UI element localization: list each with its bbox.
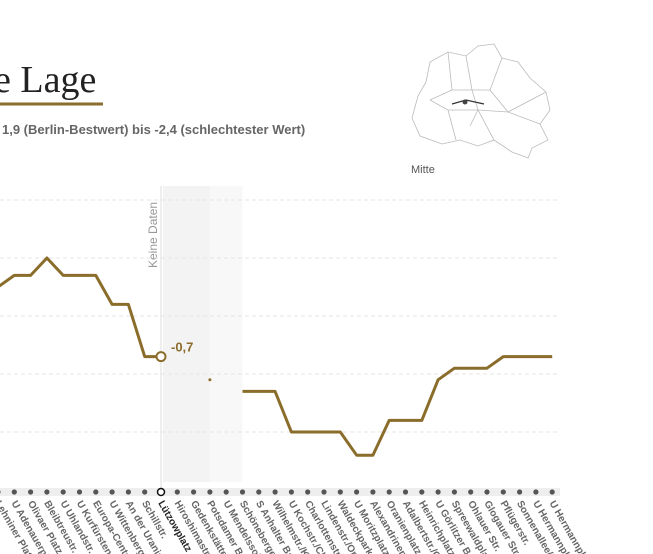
data-line (0, 256, 553, 457)
category-dot[interactable] (386, 489, 392, 495)
category-dot[interactable] (500, 489, 506, 495)
category-dot[interactable] (337, 489, 343, 495)
category-dot[interactable] (156, 487, 166, 497)
map-label: Mitte (411, 164, 435, 176)
category-dot[interactable] (93, 489, 99, 495)
category-dot[interactable] (11, 489, 17, 495)
category-dot[interactable] (76, 489, 83, 495)
category-dot[interactable] (321, 489, 327, 495)
category-dot[interactable] (191, 489, 197, 495)
category-dot[interactable] (256, 489, 262, 495)
category-dot[interactable] (370, 489, 376, 495)
category-dot[interactable] (272, 489, 278, 495)
category-dot[interactable] (207, 489, 213, 495)
category-dot[interactable] (533, 489, 539, 495)
category-dot[interactable] (549, 489, 555, 495)
category-dot[interactable] (305, 489, 311, 495)
category-dot[interactable] (44, 489, 50, 495)
chart-subtitle: 1,9 (Berlin-Bestwert) bis -2,4 (schlecht… (2, 122, 305, 137)
value-label: -0,7 (171, 340, 193, 355)
category-dot[interactable] (0, 489, 1, 494)
no-data-band-light (209, 186, 243, 482)
category-dot[interactable] (60, 489, 66, 495)
category-dot[interactable] (402, 489, 409, 495)
category-dot[interactable] (419, 489, 425, 495)
category-dot[interactable] (451, 489, 457, 495)
category-dot[interactable] (484, 489, 490, 495)
category-dot[interactable] (223, 489, 229, 495)
chart-title: e Lage (0, 59, 96, 101)
isolated-point (208, 378, 212, 382)
category-dot[interactable] (468, 489, 474, 495)
category-dot[interactable] (125, 489, 131, 495)
category-dot[interactable] (435, 489, 441, 495)
category-dot[interactable] (239, 489, 246, 495)
highlight-point (155, 351, 167, 363)
category-dot[interactable] (174, 489, 180, 495)
no-data-label: Keine Daten (146, 202, 160, 268)
category-dot[interactable] (288, 489, 294, 495)
category-dot[interactable] (28, 489, 34, 495)
category-dot[interactable] (142, 489, 148, 495)
category-dot[interactable] (517, 489, 523, 495)
berlin-map (411, 43, 551, 159)
category-dot[interactable] (109, 489, 115, 495)
category-dot[interactable] (354, 489, 360, 495)
